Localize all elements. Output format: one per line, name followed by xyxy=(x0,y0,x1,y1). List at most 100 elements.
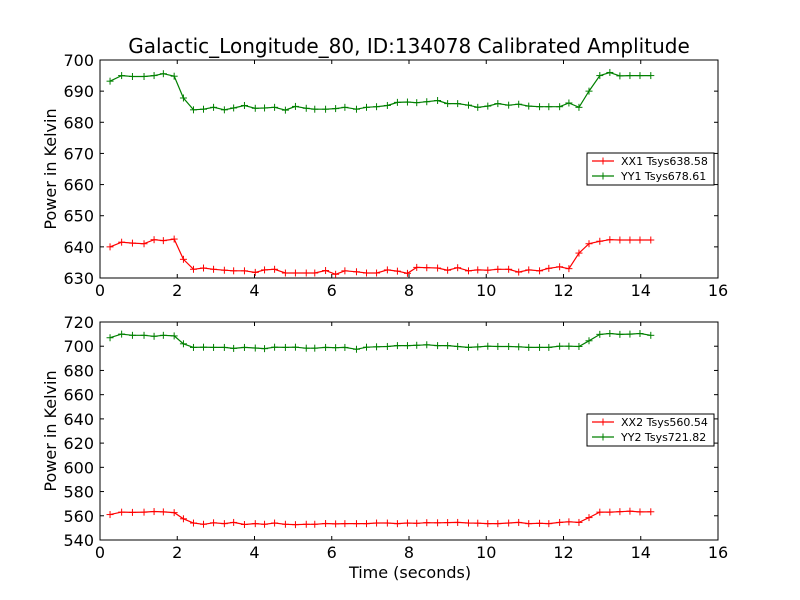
data-point-marker xyxy=(423,341,431,349)
y-tick-label: 700 xyxy=(63,337,94,356)
data-point-marker xyxy=(556,263,564,271)
data-point-marker xyxy=(505,101,513,109)
y-tick-label: 700 xyxy=(63,51,94,70)
legend-label: YY1 Tsys678.61 xyxy=(620,170,706,183)
data-point-marker xyxy=(575,103,583,111)
legend-frame xyxy=(586,152,715,186)
data-point-marker xyxy=(636,330,644,338)
data-point-marker xyxy=(556,342,564,350)
data-point-marker xyxy=(332,344,340,352)
data-point-marker xyxy=(140,240,148,248)
data-point-marker xyxy=(373,343,381,351)
data-point-marker xyxy=(230,267,238,275)
data-point-marker xyxy=(423,98,431,106)
data-point-marker xyxy=(189,519,197,527)
data-point-marker xyxy=(322,520,330,528)
x-tick-label: 8 xyxy=(404,543,414,562)
data-point-marker xyxy=(179,255,187,263)
data-point-marker xyxy=(484,520,492,528)
legend-frame xyxy=(586,413,715,447)
data-point-marker xyxy=(403,519,411,527)
data-point-marker xyxy=(106,334,114,342)
y-tick-label: 630 xyxy=(63,269,94,288)
data-point-marker xyxy=(413,263,421,271)
legend: XX2 Tsys560.54 YY2 Tsys721.82 xyxy=(586,413,715,447)
data-point-marker xyxy=(575,249,583,257)
data-point-marker xyxy=(352,268,360,276)
data-point-marker xyxy=(606,68,614,76)
data-point-marker xyxy=(647,72,655,80)
data-point-marker xyxy=(393,98,401,106)
data-point-marker xyxy=(311,520,319,528)
legend-label: XX1 Tsys638.58 xyxy=(621,155,708,168)
y-axis-label: Power in Kelvin xyxy=(41,108,60,229)
data-point-marker xyxy=(474,266,482,274)
data-point-marker xyxy=(210,343,218,351)
data-point-marker xyxy=(322,343,330,351)
data-point-marker xyxy=(271,265,279,273)
series-1 xyxy=(106,507,655,529)
data-point-marker xyxy=(464,343,472,351)
data-point-marker xyxy=(545,520,553,528)
data-point-marker xyxy=(393,342,401,350)
data-point-marker xyxy=(118,72,126,80)
data-point-marker xyxy=(585,87,593,95)
data-point-marker xyxy=(240,101,248,109)
x-axis-label: Time (seconds) xyxy=(348,563,471,582)
y-tick-label: 540 xyxy=(63,531,94,550)
data-point-marker xyxy=(494,100,502,108)
y-tick-label: 690 xyxy=(63,82,94,101)
data-point-marker xyxy=(230,104,238,112)
data-point-marker xyxy=(403,98,411,106)
data-point-marker xyxy=(251,344,259,352)
data-point-marker xyxy=(515,268,523,276)
data-point-marker xyxy=(565,265,573,273)
data-point-marker xyxy=(474,103,482,111)
data-point-marker xyxy=(515,343,523,351)
data-point-marker xyxy=(565,342,573,350)
data-point-marker xyxy=(200,105,208,113)
data-point-marker xyxy=(454,518,462,526)
data-point-marker xyxy=(311,269,319,277)
data-point-marker xyxy=(251,520,259,528)
y-tick-label: 670 xyxy=(63,144,94,163)
x-tick-label: 12 xyxy=(553,543,573,562)
data-point-marker xyxy=(128,508,136,516)
data-point-marker xyxy=(332,520,340,528)
y-tick-label: 720 xyxy=(63,313,94,332)
data-point-marker xyxy=(444,519,452,527)
data-point-marker xyxy=(474,519,482,527)
data-point-marker xyxy=(454,100,462,108)
x-tick-label: 0 xyxy=(95,281,105,300)
data-point-marker xyxy=(626,330,634,338)
data-point-marker xyxy=(240,343,248,351)
x-tick-label: 14 xyxy=(631,543,651,562)
data-point-marker xyxy=(393,267,401,275)
x-tick-label: 0 xyxy=(95,543,105,562)
data-point-marker xyxy=(596,237,604,245)
data-point-marker xyxy=(636,508,644,516)
data-point-marker xyxy=(525,520,533,528)
data-point-marker xyxy=(525,102,533,110)
x-tick-label: 6 xyxy=(327,543,337,562)
data-point-marker xyxy=(454,264,462,272)
data-point-marker xyxy=(596,330,604,338)
data-point-marker xyxy=(291,269,299,277)
data-point-marker xyxy=(363,269,371,277)
data-point-marker xyxy=(545,103,553,111)
data-point-marker xyxy=(271,519,279,527)
data-point-marker xyxy=(341,267,349,275)
data-point-marker xyxy=(413,99,421,107)
data-point-marker xyxy=(140,73,148,81)
data-point-marker xyxy=(626,72,634,80)
data-point-marker xyxy=(140,331,148,339)
data-point-marker xyxy=(189,265,197,273)
data-point-marker xyxy=(636,72,644,80)
data-point-marker xyxy=(281,343,289,351)
data-point-marker xyxy=(423,519,431,527)
data-point-marker xyxy=(230,344,238,352)
chart-title: Galactic_Longitude_80, ID:134078 Calibra… xyxy=(128,34,690,58)
data-point-marker xyxy=(515,518,523,526)
data-point-marker xyxy=(606,508,614,516)
data-point-marker xyxy=(596,72,604,80)
